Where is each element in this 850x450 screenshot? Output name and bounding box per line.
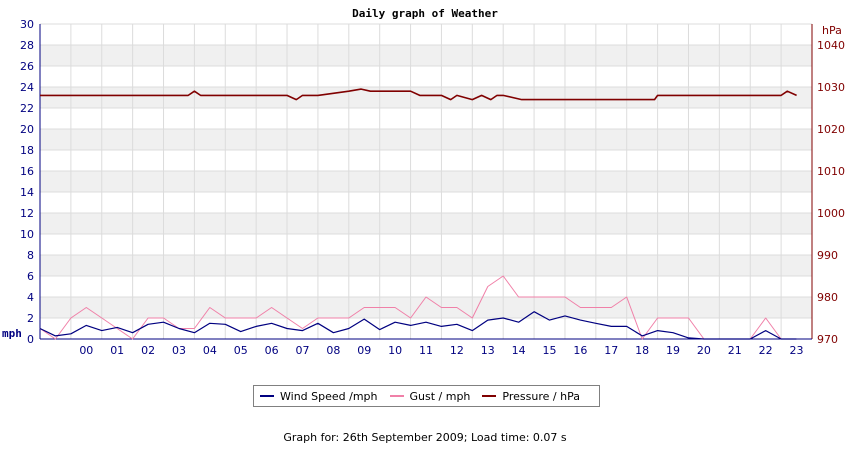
grid-band [40, 129, 812, 150]
left-tick-label: 10 [20, 228, 34, 241]
x-tick-label: 22 [759, 344, 773, 357]
left-tick-label: 12 [20, 207, 34, 220]
left-tick-label: 8 [27, 249, 34, 262]
right-axis-unit: hPa [822, 24, 842, 37]
pressure-series-line [40, 88, 797, 101]
x-tick-label: 16 [573, 344, 587, 357]
right-tick-label: 970 [817, 333, 838, 346]
x-tick-label: 08 [326, 344, 340, 357]
legend-item-wind: Wind Speed /mph [260, 390, 378, 403]
footer-text: Graph for: 26th September 2009; Load tim… [283, 431, 567, 444]
left-tick-label: 30 [20, 18, 34, 31]
x-tick-label: 17 [604, 344, 618, 357]
left-tick-label: 20 [20, 123, 34, 136]
x-tick-label: 07 [295, 344, 309, 357]
right-tick-label: 990 [817, 249, 838, 262]
right-tick-label: 1030 [817, 81, 845, 94]
right-tick-label: 1010 [817, 165, 845, 178]
x-tick-label: 12 [450, 344, 464, 357]
legend-label-wind: Wind Speed /mph [280, 389, 378, 403]
legend-swatch-wind [260, 395, 274, 397]
x-tick-label: 03 [172, 344, 186, 357]
x-tick-label: 18 [635, 344, 649, 357]
x-tick-label: 00 [79, 344, 93, 357]
left-tick-label: 18 [20, 144, 34, 157]
left-tick-label: 14 [20, 186, 34, 199]
legend-label-gust: Gust / mph [409, 389, 471, 403]
x-tick-label: 21 [728, 344, 742, 357]
chart-title: Daily graph of Weather [352, 7, 498, 20]
grid-band [40, 255, 812, 276]
legend-swatch-pressure [482, 395, 497, 397]
grid-band [40, 213, 812, 234]
x-tick-label: 10 [388, 344, 402, 357]
legend-item-pressure: Pressure / hPa [482, 390, 580, 403]
x-tick-label: 01 [110, 344, 124, 357]
wind-speed-series-line [39, 311, 797, 340]
x-tick-label: 13 [481, 344, 495, 357]
left-tick-label: 16 [20, 165, 34, 178]
left-tick-label: 24 [20, 81, 34, 94]
left-tick-label: 4 [27, 291, 34, 304]
left-tick-label: 6 [27, 270, 34, 283]
legend-label-pressure: Pressure / hPa [502, 389, 580, 403]
x-tick-label: 23 [790, 344, 804, 357]
chart-legend: Wind Speed /mph Gust / mph Pressure / hP… [253, 385, 600, 407]
legend-swatch-gust [389, 395, 404, 397]
x-tick-label: 06 [265, 344, 279, 357]
x-tick-label: 14 [512, 344, 526, 357]
x-tick-label: 19 [666, 344, 680, 357]
right-tick-label: 980 [817, 291, 838, 304]
x-tick-label: 11 [419, 344, 433, 357]
left-tick-label: 28 [20, 39, 34, 52]
right-tick-label: 1020 [817, 123, 845, 136]
plot-background [40, 24, 812, 339]
right-tick-label: 1000 [817, 207, 845, 220]
series-layer [39, 88, 797, 340]
left-tick-label: 26 [20, 60, 34, 73]
weather-chart: Daily graph of Weather mph hPa 024681012… [2, 7, 845, 357]
legend-item-gust: Gust / mph [389, 389, 471, 403]
x-tick-label: 02 [141, 344, 155, 357]
grid-band [40, 87, 812, 108]
grid-band [40, 45, 812, 66]
grid-band [40, 171, 812, 192]
x-tick-label: 04 [203, 344, 217, 357]
x-tick-label: 05 [234, 344, 248, 357]
x-tick-label: 15 [543, 344, 557, 357]
left-tick-label: 0 [27, 333, 34, 346]
left-tick-label: 2 [27, 312, 34, 325]
grid-lines [39, 23, 812, 340]
left-tick-label: 22 [20, 102, 34, 115]
gust-series-line [39, 275, 797, 340]
right-tick-label: 1040 [817, 39, 845, 52]
left-axis-unit: mph [2, 327, 22, 340]
grid-band [40, 297, 812, 318]
x-tick-label: 09 [357, 344, 371, 357]
x-tick-label: 20 [697, 344, 711, 357]
axes [39, 24, 813, 340]
